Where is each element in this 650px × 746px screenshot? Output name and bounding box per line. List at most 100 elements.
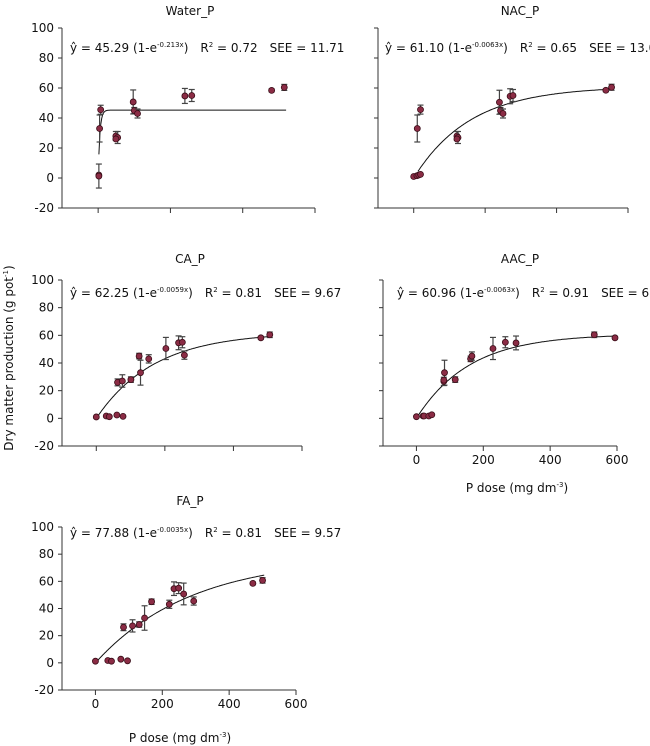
see-value: SEE = 11.71: [270, 41, 345, 55]
r2-label: R: [200, 41, 208, 55]
r2-value: = 0.81: [218, 526, 262, 540]
eq-exponent: -0.0059x: [157, 286, 188, 294]
data-point: [145, 355, 153, 363]
r2-sup: 2: [213, 286, 217, 294]
data-point: [608, 83, 615, 91]
data-point: [499, 110, 507, 117]
data-point: [512, 339, 520, 347]
data-point: [178, 338, 186, 346]
equation-label: ŷ = 77.88 (1-e-0.0035x) R2 = 0.81 SEE = 9.…: [70, 526, 341, 540]
data-point: [428, 411, 436, 419]
y-tick-label: 40: [39, 356, 54, 370]
see-value: SEE = 6.59: [601, 286, 650, 300]
panel-title: CA_P: [175, 252, 205, 266]
x-tick-label: 200: [151, 697, 174, 711]
fit-curve: [95, 574, 265, 664]
x-tick-label: 0: [92, 697, 100, 711]
data-point: [468, 352, 476, 360]
eq-prefix: ŷ = 45.29 (1-e: [70, 41, 157, 55]
x-axis-label-end: ): [226, 731, 231, 745]
y-tick-label: 60: [39, 81, 54, 95]
data-point: [92, 657, 99, 665]
panel-title: AAC_P: [501, 252, 539, 266]
x-axis-label-text: P dose (mg dm: [129, 731, 220, 745]
data-point: [120, 623, 127, 631]
data-point: [117, 655, 125, 663]
data-point: [266, 331, 274, 339]
data-point: [96, 125, 103, 132]
data-point: [501, 338, 509, 346]
data-point: [451, 376, 459, 384]
y-tick-label: 20: [39, 141, 54, 155]
y-tick-label: 80: [39, 547, 54, 561]
fit-curve: [98, 109, 287, 155]
y-tick-label: 20: [39, 629, 54, 643]
y-tick-label: 100: [31, 520, 54, 534]
data-point: [112, 135, 120, 143]
data-point: [137, 369, 144, 377]
r2-label: R: [205, 526, 213, 540]
panel-water_p: Water_P -20 0 20 40 60 80 100 ŷ = 45.29 (1-e-0.2…: [31, 4, 344, 215]
x-axis-label: P dose (mg dm-3): [129, 731, 231, 745]
eq-suffix: ): [184, 41, 189, 55]
data-point: [135, 621, 143, 628]
data-point: [135, 352, 143, 360]
y-tick-label: -20: [34, 201, 54, 215]
equation-label: ŷ = 62.25 (1-e-0.0059x) R2 = 0.81 SEE = 9.…: [70, 286, 341, 300]
data-point: [188, 92, 196, 99]
eq-exponent: -0.0063x: [484, 286, 515, 294]
data-point: [417, 106, 424, 113]
data-point: [602, 86, 610, 94]
y-tick-label: 60: [39, 328, 54, 342]
data-point: [257, 334, 265, 342]
r2-label: R: [532, 286, 540, 300]
data-point: [113, 411, 121, 419]
eq-prefix: ŷ = 62.25 (1-e: [70, 286, 157, 300]
panel-fa_p: FA_P -20 0 20 40 60 80 100 0 200 400 600 P dose (mg …: [31, 494, 341, 745]
y-tick-label: 100: [31, 21, 54, 35]
x-axis-label-end: ): [563, 481, 568, 495]
data-point: [611, 334, 619, 342]
equation-label: ŷ = 60.96 (1-e-0.0063x) R2 = 0.91 SEE = 6.…: [397, 286, 650, 300]
data-point: [175, 584, 183, 592]
data-point: [496, 98, 503, 106]
data-point: [417, 170, 424, 178]
eq-prefix: ŷ = 61.10 (1-e: [385, 41, 472, 55]
data-point: [134, 110, 141, 117]
equation-label: ŷ = 45.29 (1-e-0.213x) R2 = 0.72 SEE = 11.…: [70, 41, 344, 55]
y-tick-label: 0: [46, 656, 54, 670]
data-point: [280, 84, 288, 91]
r2-sup: 2: [528, 41, 532, 49]
data-point: [148, 598, 155, 606]
r2-sup: 2: [540, 286, 544, 294]
data-point: [509, 92, 517, 99]
y-tick-label: 80: [39, 301, 54, 315]
eq-suffix: ): [503, 41, 508, 55]
r2-value: = 0.81: [218, 286, 262, 300]
eq-prefix: ŷ = 60.96 (1-e: [397, 286, 484, 300]
x-tick-label: 400: [539, 453, 562, 467]
data-point: [440, 376, 448, 384]
data-point: [413, 413, 420, 421]
data-point: [141, 614, 148, 622]
eq-prefix: ŷ = 77.88 (1-e: [70, 526, 157, 540]
data-point: [124, 657, 131, 665]
x-tick-label: 600: [285, 697, 308, 711]
equation-label: ŷ = 61.10 (1-e-0.0063x) R2 = 0.65 SEE = 13…: [385, 41, 650, 55]
data-point: [95, 172, 103, 180]
r2-value: = 0.91: [545, 286, 589, 300]
data-point: [162, 345, 170, 352]
eq-exponent: -0.0035x: [157, 526, 188, 534]
y-tick-label: 100: [31, 273, 54, 287]
panel-title: Water_P: [166, 4, 215, 18]
data-point: [105, 413, 113, 421]
r2-value: = 0.65: [533, 41, 577, 55]
y-tick-label: 40: [39, 602, 54, 616]
data-point: [590, 331, 598, 339]
panel-nac_p: NAC_P ŷ = 61.10 (1-e-0.0063x) R2 = 0.65 SEE…: [374, 4, 650, 213]
data-point: [118, 377, 126, 385]
data-point: [180, 590, 188, 598]
data-point: [119, 412, 127, 420]
